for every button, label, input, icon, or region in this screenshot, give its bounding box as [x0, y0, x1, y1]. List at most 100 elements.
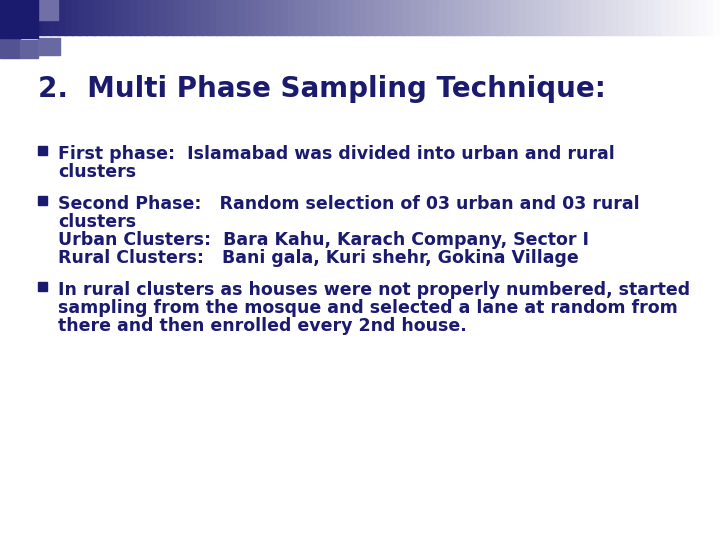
Bar	[511, 0, 519, 35]
Bar	[634, 0, 642, 35]
Bar	[554, 0, 562, 35]
Text: In rural clusters as houses were not properly numbered, started: In rural clusters as houses were not pro…	[58, 281, 690, 299]
Bar	[281, 0, 289, 35]
Bar	[180, 0, 188, 35]
Bar	[346, 0, 354, 35]
Bar	[151, 0, 159, 35]
Bar	[0, 0, 8, 35]
Bar	[20, 40, 38, 58]
Bar	[482, 0, 490, 35]
Bar	[562, 0, 570, 35]
Bar	[230, 0, 238, 35]
Bar	[259, 0, 267, 35]
Text: Second Phase:   Random selection of 03 urban and 03 rural: Second Phase: Random selection of 03 urb…	[58, 195, 639, 213]
Bar	[38, 195, 47, 205]
Bar	[7, 0, 15, 35]
Bar	[475, 0, 483, 35]
Text: clusters: clusters	[58, 213, 136, 231]
Bar	[367, 0, 375, 35]
Bar	[274, 0, 282, 35]
Bar	[43, 0, 51, 35]
Bar	[0, 38, 20, 58]
Bar	[266, 0, 274, 35]
Text: Rural Clusters:   Bani gala, Kuri shehr, Gokina Village: Rural Clusters: Bani gala, Kuri shehr, G…	[58, 249, 579, 267]
Bar	[677, 0, 685, 35]
Bar	[317, 0, 325, 35]
Bar	[410, 0, 418, 35]
Bar	[432, 0, 440, 35]
Bar	[504, 0, 512, 35]
Bar	[655, 0, 663, 35]
Text: clusters: clusters	[58, 163, 136, 181]
Bar	[684, 0, 692, 35]
Bar	[533, 0, 541, 35]
Bar	[166, 0, 174, 35]
Text: there and then enrolled every 2nd house.: there and then enrolled every 2nd house.	[58, 317, 467, 335]
Bar	[691, 0, 699, 35]
Bar	[598, 0, 606, 35]
Bar	[288, 0, 296, 35]
Bar	[14, 0, 22, 35]
Bar	[38, 282, 47, 291]
Bar	[547, 0, 555, 35]
Bar	[50, 0, 58, 35]
Bar	[122, 0, 130, 35]
Bar	[583, 0, 591, 35]
Bar	[38, 146, 47, 155]
Text: 2.  Multi Phase Sampling Technique:: 2. Multi Phase Sampling Technique:	[38, 75, 606, 103]
Bar	[310, 0, 318, 35]
Bar	[706, 0, 714, 35]
Bar	[338, 0, 346, 35]
Bar	[216, 0, 224, 35]
Bar	[144, 0, 152, 35]
Bar	[490, 0, 498, 35]
Bar	[576, 0, 584, 35]
Bar	[540, 0, 548, 35]
Bar	[324, 0, 332, 35]
Bar	[86, 0, 94, 35]
Bar	[360, 0, 368, 35]
Bar	[662, 0, 670, 35]
Bar	[461, 0, 469, 35]
Text: First phase:  Islamabad was divided into urban and rural: First phase: Islamabad was divided into …	[58, 145, 615, 163]
Bar	[526, 0, 534, 35]
Bar	[173, 0, 181, 35]
Bar	[569, 0, 577, 35]
Bar	[72, 0, 80, 35]
Bar	[115, 0, 123, 35]
Bar	[38, 0, 58, 20]
Bar	[497, 0, 505, 35]
Bar	[36, 0, 44, 35]
Text: Urban Clusters:  Bara Kahu, Karach Company, Sector I: Urban Clusters: Bara Kahu, Karach Compan…	[58, 231, 589, 249]
Bar	[698, 0, 706, 35]
Bar	[22, 0, 30, 35]
Bar	[108, 0, 116, 35]
Bar	[425, 0, 433, 35]
Bar	[79, 0, 87, 35]
Bar	[187, 0, 195, 35]
Bar	[252, 0, 260, 35]
Bar	[713, 0, 720, 35]
Bar	[382, 0, 390, 35]
Bar	[619, 0, 627, 35]
Bar	[38, 38, 60, 55]
Bar	[648, 0, 656, 35]
Bar	[331, 0, 339, 35]
Bar	[130, 0, 138, 35]
Bar	[374, 0, 382, 35]
Bar	[202, 0, 210, 35]
Bar	[403, 0, 411, 35]
Bar	[302, 0, 310, 35]
Bar	[295, 0, 303, 35]
Bar	[137, 0, 145, 35]
Bar	[65, 0, 73, 35]
Bar	[612, 0, 620, 35]
Bar	[209, 0, 217, 35]
Bar	[670, 0, 678, 35]
Text: sampling from the mosque and selected a lane at random from: sampling from the mosque and selected a …	[58, 299, 678, 317]
Bar	[223, 0, 231, 35]
Bar	[158, 0, 166, 35]
Bar	[389, 0, 397, 35]
Bar	[626, 0, 634, 35]
Bar	[454, 0, 462, 35]
